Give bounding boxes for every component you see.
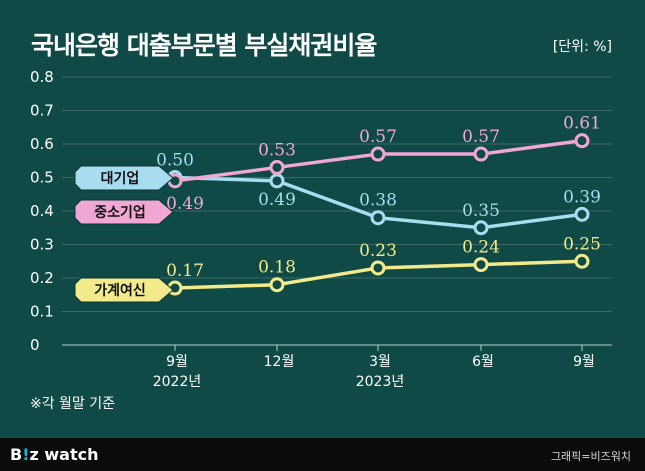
household-data-label: 0.17 [166, 261, 204, 281]
sme-tag-label: 중소기업 [94, 205, 146, 221]
large-corp-point [473, 220, 489, 236]
large-corp-data-label: 0.38 [359, 191, 397, 211]
x-tick-label: 2023년 [356, 374, 405, 390]
sme-tag [74, 199, 174, 225]
household-data-label: 0.23 [359, 241, 397, 261]
sme-point [473, 146, 489, 162]
x-tick-label: 9월 [166, 354, 188, 370]
x-tick-label: 2022년 [153, 374, 202, 390]
y-tick-label: 0.6 [30, 135, 54, 153]
sme-data-label: 0.61 [563, 114, 601, 134]
large-corp-tag [74, 165, 174, 191]
y-tick-label: 0.4 [30, 202, 54, 220]
footnote: ※각 월말 기준 [30, 396, 116, 412]
large-corp-data-label: 0.39 [563, 187, 601, 207]
large-corp-data-label: 0.35 [462, 201, 500, 221]
bizwatch-logo: B!z watch [10, 445, 99, 464]
y-tick-label: 0.1 [30, 303, 54, 321]
sme-point [269, 159, 285, 175]
large-corp-point [370, 210, 386, 226]
y-tick-label: 0.8 [30, 68, 54, 86]
household-data-label: 0.25 [563, 234, 601, 254]
x-tick-label: 9월 [573, 354, 595, 370]
household-point [370, 260, 386, 276]
line-chart: 0 0.1 0.2 0.3 0.4 0.5 0.6 0.7 0.8 9월 2022년 12월 3월 202… [30, 68, 612, 390]
chart-title: 국내은행 대출부문별 부실채권비율 [31, 31, 377, 60]
sme-point [574, 133, 590, 149]
graphic-credit: 그래픽=비즈워치 [550, 450, 631, 463]
y-tick-label: 0.5 [30, 169, 54, 187]
sme-data-label: 0.49 [166, 194, 204, 214]
household-point [574, 253, 590, 269]
household-data-label: 0.18 [258, 258, 296, 278]
y-tick-label: 0 [30, 336, 40, 354]
y-tick-label: 0.7 [30, 102, 54, 120]
x-tick-label: 3월 [369, 354, 391, 370]
sme-data-label: 0.53 [258, 140, 296, 160]
x-tick-label: 6월 [472, 354, 494, 370]
y-tick-label: 0.3 [30, 236, 54, 254]
large-corp-data-label: 0.50 [156, 151, 194, 171]
household-tag [74, 277, 174, 303]
large-corp-data-label: 0.49 [258, 190, 296, 210]
footer-bar: B!z watch 그래픽=비즈워치 [0, 438, 645, 471]
household-data-label: 0.24 [462, 238, 500, 258]
y-tick-label: 0.2 [30, 269, 54, 287]
large-corp-tag-label: 대기업 [101, 171, 140, 187]
household-point [269, 277, 285, 293]
household-point [473, 257, 489, 273]
large-corp-point [269, 173, 285, 189]
unit-label: [단위: %] [552, 39, 612, 55]
household-tag-label: 가계여신 [94, 282, 146, 299]
large-corp-point [574, 206, 590, 222]
x-tick-label: 12월 [264, 354, 295, 370]
sme-data-label: 0.57 [462, 127, 500, 147]
sme-data-label: 0.57 [359, 127, 397, 147]
sme-point [370, 146, 386, 162]
